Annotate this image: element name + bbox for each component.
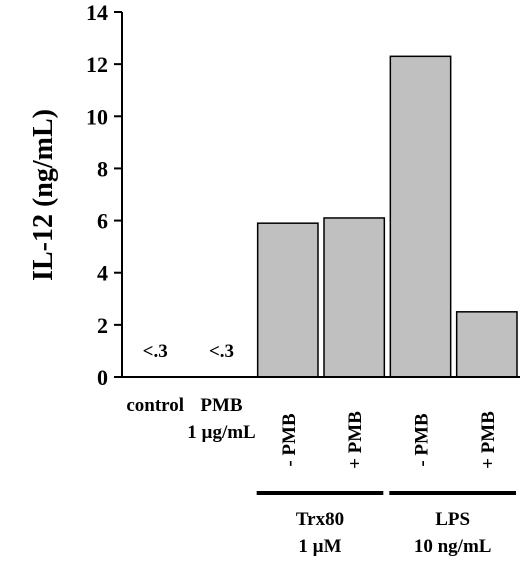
category-label: + PMB — [345, 411, 366, 469]
y-tick-label: 10 — [86, 104, 108, 129]
value-label: <.3 — [209, 341, 234, 362]
group-label: 10 ng/mL — [414, 536, 492, 557]
category-label: 1 µg/mL — [187, 422, 255, 443]
y-tick-label: 6 — [97, 209, 108, 234]
bars: <.3 <.3 — [143, 55, 518, 378]
category-label: - PMB — [412, 413, 433, 467]
y-tick-label: 4 — [97, 261, 108, 286]
group-labels: Trx80 1 µM LPS 10 ng/mL — [256, 491, 516, 557]
y-tick-label: 8 — [97, 156, 108, 181]
y-tick-label: 12 — [86, 52, 108, 77]
group-label: LPS — [435, 509, 470, 530]
y-tick-label: 2 — [97, 313, 108, 338]
bar — [389, 55, 452, 378]
group-label: 1 µM — [298, 536, 341, 557]
category-label: control — [126, 395, 184, 416]
category-labels: control PMB 1 µg/mL - PMB + PMB - PMB + PMB — [126, 395, 499, 469]
category-label: - PMB — [279, 413, 300, 467]
bar — [455, 311, 518, 378]
y-axis-label: IL-12 (ng/mL) — [28, 109, 59, 281]
value-label: <.3 — [143, 341, 168, 362]
y-tick-label: 0 — [97, 365, 108, 390]
category-label: + PMB — [478, 411, 499, 469]
category-label: PMB — [200, 395, 243, 416]
bar — [323, 217, 386, 378]
y-tick-label: 14 — [86, 0, 108, 25]
bar — [256, 222, 319, 378]
y-axis-ticks: 0 2 4 6 8 10 12 14 — [86, 0, 122, 390]
group-label: Trx80 — [296, 509, 344, 530]
